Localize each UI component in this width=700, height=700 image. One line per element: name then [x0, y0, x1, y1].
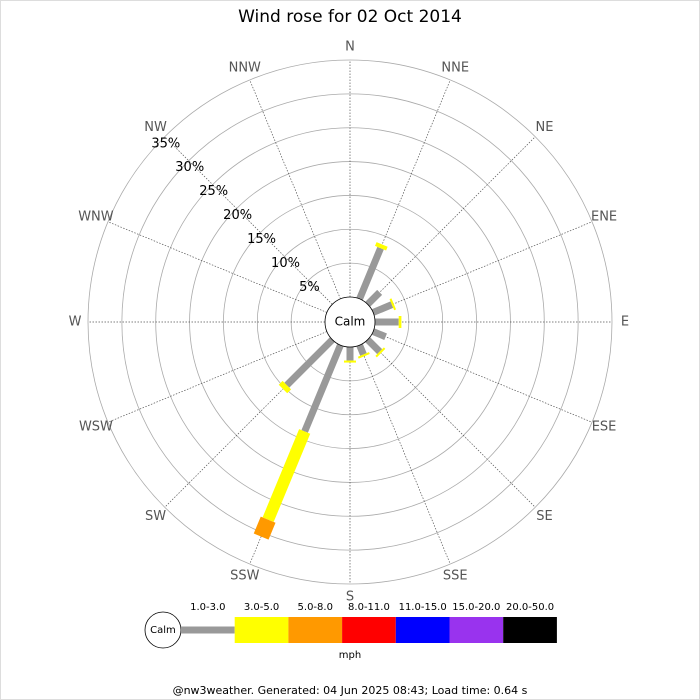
spoke: [367, 136, 536, 305]
bar-segment: [278, 380, 292, 394]
calm-label: Calm: [335, 315, 366, 329]
legend-label: 1.0-3.0: [190, 602, 225, 613]
direction-label: NNE: [441, 60, 469, 75]
bar-segment: [365, 289, 383, 307]
bar-segment: [375, 242, 388, 251]
direction-label: NNW: [229, 60, 261, 75]
spoke: [107, 331, 328, 423]
legend-swatch: [449, 617, 504, 643]
spoke: [359, 344, 451, 565]
footer: @nw3weather. Generated: 04 Jun 2025 08:4…: [173, 684, 528, 697]
bar-segment: [371, 328, 387, 340]
legend-swatch: [395, 617, 450, 643]
direction-label: W: [69, 315, 82, 330]
r-tick-label: 35%: [151, 136, 180, 151]
spoke: [372, 331, 593, 423]
spoke: [107, 221, 328, 313]
direction-label: SSW: [230, 569, 260, 584]
direction-label: WSW: [79, 420, 113, 435]
spoke: [249, 79, 341, 300]
legend-unit: mph: [339, 650, 361, 661]
r-tick-label: 25%: [199, 184, 228, 199]
r-tick-label: 30%: [175, 160, 204, 175]
legend-swatch: [503, 617, 557, 643]
bar-segment: [262, 429, 311, 522]
direction-label: ESE: [592, 420, 617, 435]
spoke: [367, 339, 536, 508]
legend-swatch: [234, 617, 289, 643]
r-tick-label: 15%: [247, 232, 276, 247]
bar-segment: [357, 352, 370, 359]
calm-circle: [324, 296, 376, 348]
spoke: [372, 221, 593, 313]
direction-label: E: [621, 315, 629, 330]
direction-label: S: [346, 590, 354, 605]
legend-label: 15.0-20.0: [452, 602, 500, 613]
grid-ring: [87, 59, 613, 585]
direction-label: ENE: [591, 209, 617, 224]
legend-label: 5.0-8.0: [298, 602, 333, 613]
direction-label: NE: [535, 120, 553, 135]
legend-calm-label: Calm: [150, 625, 176, 636]
legend-swatch: [342, 617, 396, 643]
bar-segment: [253, 516, 276, 540]
bar-segment: [371, 301, 394, 316]
legend-label: 20.0-50.0: [506, 602, 554, 613]
grid-ring: [121, 93, 579, 551]
legend-swatch: [288, 617, 343, 643]
bar-segment: [375, 347, 386, 358]
grid-ring: [256, 228, 444, 416]
direction-label: SW: [145, 509, 166, 524]
direction-label: SE: [536, 509, 552, 524]
legend-label: 11.0-15.0: [399, 602, 447, 613]
legend-label: 3.0-5.0: [244, 602, 279, 613]
bar-segment: [389, 298, 397, 311]
bar-segment: [356, 246, 384, 301]
direction-label: SSE: [443, 569, 468, 584]
grid-ring: [223, 195, 477, 449]
chart-title: Wind rose for 02 Oct 2014: [238, 7, 462, 27]
bar-segment: [356, 343, 367, 356]
direction-label: N: [345, 40, 355, 55]
direction-label: NW: [144, 120, 167, 135]
spoke: [164, 136, 333, 305]
r-tick-label: 5%: [299, 280, 320, 295]
r-tick-label: 20%: [223, 208, 252, 223]
bar-segment: [365, 337, 383, 355]
r-tick-label: 10%: [271, 256, 300, 271]
legend-label: 8.0-11.0: [348, 602, 390, 613]
direction-label: WNW: [78, 209, 114, 224]
bar-segment: [284, 337, 335, 388]
bar-segment: [301, 343, 344, 433]
